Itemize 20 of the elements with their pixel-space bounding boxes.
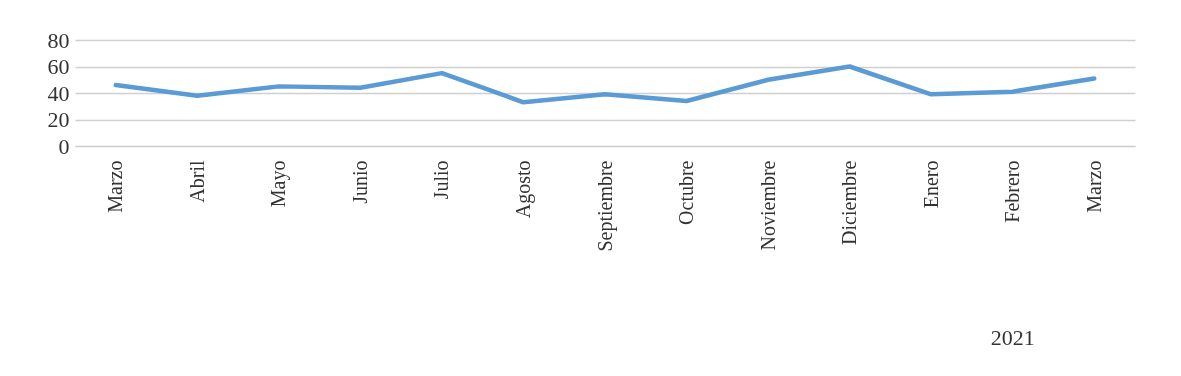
x-tick-label: Febrero <box>1001 160 1024 223</box>
y-tick-label: 0 <box>58 133 70 159</box>
x-tick-label: Septiembre <box>593 160 617 252</box>
x-tick-label: Noviembre <box>756 160 779 251</box>
y-tick-label: 80 <box>47 27 70 53</box>
y-tick-label: 20 <box>47 107 70 132</box>
text: 2021 <box>990 325 1035 350</box>
x-tick-label: Diciembre <box>838 160 861 245</box>
x-tick-label: Octubre <box>675 160 698 225</box>
x-tick-label: Abril <box>185 160 208 203</box>
x-tick-label: Junio <box>348 160 371 204</box>
x-tick-label: Marzo <box>1082 160 1105 213</box>
x-tick-label: Agosto <box>511 160 535 219</box>
x-tick-label: Julio <box>430 160 453 200</box>
line-series <box>113 64 1097 105</box>
x-tick-label: Mayo <box>267 160 291 208</box>
y-tick-label: 40 <box>47 80 70 106</box>
x-tick-label: Enero <box>919 160 942 209</box>
x-tick-label: Marzo <box>104 160 127 213</box>
y-tick-label: 60 <box>47 54 70 79</box>
